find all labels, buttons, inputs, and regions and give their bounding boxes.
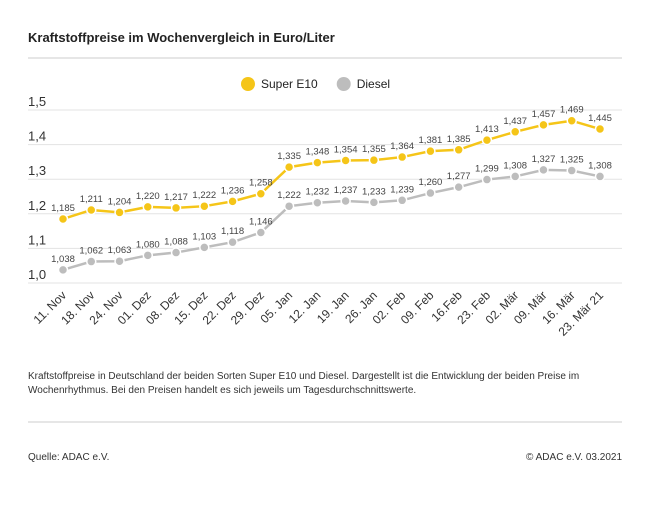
value-label: 1,277 bbox=[447, 171, 471, 182]
value-label: 1,469 bbox=[560, 105, 584, 116]
value-label: 1,038 bbox=[51, 254, 75, 265]
value-label: 1,063 bbox=[108, 245, 132, 256]
data-point bbox=[114, 207, 125, 218]
data-point bbox=[368, 197, 380, 208]
footnote: Kraftstoffpreise in Deutschland der beid… bbox=[28, 371, 580, 396]
data-point bbox=[283, 200, 295, 212]
data-point bbox=[453, 144, 464, 156]
data-point bbox=[425, 187, 436, 199]
value-label: 1,237 bbox=[334, 185, 358, 196]
data-point bbox=[453, 181, 464, 193]
value-label: 1,103 bbox=[192, 231, 216, 242]
data-point bbox=[199, 200, 210, 212]
value-label: 1,299 bbox=[475, 164, 499, 175]
value-label: 1,236 bbox=[221, 185, 245, 196]
value-label: 1,080 bbox=[136, 239, 160, 250]
value-label: 1,204 bbox=[108, 196, 132, 207]
y-tick-label: 1,4 bbox=[28, 129, 46, 144]
value-label: 1,381 bbox=[419, 135, 443, 146]
data-point bbox=[170, 202, 182, 214]
y-tick-label: 1,1 bbox=[28, 232, 46, 247]
data-point bbox=[594, 171, 606, 182]
value-label: 1,457 bbox=[532, 109, 556, 120]
legend-label: Diesel bbox=[357, 77, 390, 91]
value-label: 1,258 bbox=[249, 178, 273, 189]
y-tick-label: 1,3 bbox=[28, 163, 46, 178]
value-label: 1,211 bbox=[80, 194, 103, 205]
chart-title: Kraftstoffpreise im Wochenvergleich in E… bbox=[28, 30, 335, 45]
data-point bbox=[340, 155, 351, 166]
value-label: 1,118 bbox=[221, 226, 244, 237]
value-label: 1,355 bbox=[362, 144, 386, 155]
value-label: 1,222 bbox=[192, 190, 216, 201]
data-point bbox=[538, 164, 549, 176]
value-label: 1,335 bbox=[277, 151, 301, 162]
value-label: 1,222 bbox=[277, 190, 301, 201]
data-point bbox=[255, 227, 267, 238]
data-point bbox=[312, 157, 323, 168]
value-label: 1,062 bbox=[79, 246, 103, 257]
data-point bbox=[594, 123, 606, 135]
data-point bbox=[86, 256, 97, 267]
data-point bbox=[57, 264, 69, 276]
value-label: 1,260 bbox=[419, 177, 443, 188]
data-point bbox=[86, 204, 97, 216]
data-point bbox=[396, 151, 408, 163]
data-point bbox=[509, 171, 521, 182]
data-point bbox=[227, 196, 238, 207]
value-label: 1,327 bbox=[532, 154, 556, 165]
data-point bbox=[425, 145, 436, 157]
data-point bbox=[170, 247, 182, 258]
value-label: 1,325 bbox=[560, 155, 584, 166]
value-label: 1,233 bbox=[362, 186, 386, 197]
data-point bbox=[312, 197, 323, 208]
data-point bbox=[142, 201, 154, 213]
value-label: 1,217 bbox=[164, 192, 188, 203]
data-point bbox=[566, 165, 577, 176]
data-point bbox=[368, 154, 380, 166]
value-label: 1,239 bbox=[390, 184, 414, 195]
value-label: 1,437 bbox=[503, 116, 527, 127]
value-label: 1,088 bbox=[164, 237, 188, 248]
value-label: 1,364 bbox=[390, 141, 414, 152]
value-label: 1,445 bbox=[588, 113, 612, 124]
data-point bbox=[199, 242, 210, 253]
data-point bbox=[142, 250, 154, 261]
legend-marker bbox=[336, 77, 351, 91]
value-label: 1,413 bbox=[475, 124, 499, 135]
value-label: 1,385 bbox=[447, 134, 471, 145]
data-point bbox=[481, 134, 493, 146]
data-point bbox=[481, 174, 493, 185]
data-point bbox=[340, 195, 351, 207]
data-point bbox=[283, 161, 295, 173]
data-point bbox=[227, 236, 238, 248]
data-point bbox=[396, 195, 408, 206]
value-label: 1,348 bbox=[305, 147, 329, 158]
value-label: 1,232 bbox=[305, 187, 329, 198]
y-tick-label: 1,0 bbox=[28, 267, 46, 282]
data-point bbox=[114, 255, 125, 267]
data-point bbox=[509, 126, 521, 138]
data-point bbox=[255, 188, 267, 199]
data-point bbox=[538, 119, 549, 131]
data-point bbox=[566, 115, 577, 126]
value-label: 1,220 bbox=[136, 191, 160, 202]
value-label: 1,146 bbox=[249, 216, 273, 227]
value-label: 1,354 bbox=[334, 145, 358, 156]
value-label: 1,185 bbox=[51, 203, 75, 214]
y-tick-label: 1,2 bbox=[28, 198, 46, 213]
value-label: 1,308 bbox=[588, 160, 612, 171]
value-label: 1,308 bbox=[503, 160, 527, 171]
y-tick-label: 1,5 bbox=[28, 94, 46, 109]
legend-label: Super E10 bbox=[261, 77, 318, 91]
source: Quelle: ADAC e.V. bbox=[28, 452, 110, 463]
legend-marker bbox=[241, 77, 255, 91]
copyright: © ADAC e.V. 03.2021 bbox=[526, 452, 622, 463]
data-point bbox=[57, 213, 69, 225]
